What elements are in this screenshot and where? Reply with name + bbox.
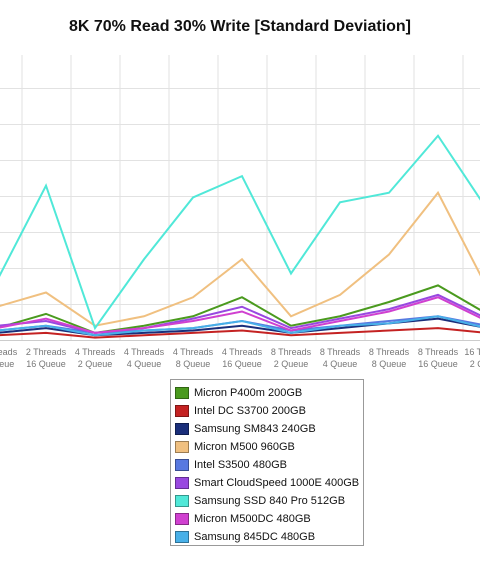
legend-label: Intel S3500 480GB xyxy=(194,459,287,471)
legend-item: Intel S3500 480GB xyxy=(175,456,363,474)
legend-swatch xyxy=(175,423,189,435)
legend-item: Micron M500 960GB xyxy=(175,438,363,456)
legend-label: Smart CloudSpeed 1000E 400GB xyxy=(194,477,360,489)
x-tick-label: 16 Queue xyxy=(418,359,458,369)
legend-label: Samsung SSD 840 Pro 512GB xyxy=(194,495,346,507)
legend-swatch xyxy=(175,477,189,489)
x-tick-label: 4 Threads xyxy=(222,347,263,357)
legend-label: Samsung SM843 240GB xyxy=(194,423,316,435)
x-tick-label: 8 Threads xyxy=(320,347,361,357)
x-tick-label: 2 Queue xyxy=(78,359,113,369)
legend-swatch xyxy=(175,405,189,417)
x-tick-label: 8 Threads xyxy=(271,347,312,357)
plot-area: 2 Threads 8 Queue 2 Threads 16 Queue 4 Threa… xyxy=(0,55,480,369)
legend-swatch xyxy=(175,495,189,507)
x-tick-label: 2 Threads xyxy=(26,347,67,357)
x-tick-label: 4 Queue xyxy=(323,359,358,369)
x-tick-label: 2 Queue xyxy=(470,359,480,369)
x-tick-label: 4 Threads xyxy=(75,347,116,357)
legend-swatch xyxy=(175,459,189,471)
x-tick-label: 8 Queue xyxy=(0,359,14,369)
legend: Micron P400m 200GB Intel DC S3700 200GB Sa… xyxy=(170,379,364,546)
legend-item: Samsung SM843 240GB xyxy=(175,420,363,438)
x-tick-label: 16 Threads xyxy=(464,347,480,357)
legend-label: Micron M500DC 480GB xyxy=(194,513,311,525)
x-tick-label: 8 Threads xyxy=(369,347,410,357)
x-tick-label: 2 Threads xyxy=(0,347,18,357)
x-tick-label: 8 Threads xyxy=(418,347,459,357)
legend-item: Smart CloudSpeed 1000E 400GB xyxy=(175,474,363,492)
legend-swatch xyxy=(175,441,189,453)
legend-label: Intel DC S3700 200GB xyxy=(194,405,306,417)
legend-swatch xyxy=(175,513,189,525)
legend-label: Samsung 845DC 480GB xyxy=(194,531,316,543)
legend-label: Micron P400m 200GB xyxy=(194,387,303,399)
legend-item: Micron M500DC 480GB xyxy=(175,510,363,528)
legend-item: Samsung 845DC 480GB xyxy=(175,528,363,546)
x-tick-label: 16 Queue xyxy=(222,359,262,369)
legend-item: Intel DC S3700 200GB xyxy=(175,402,363,420)
x-tick-label: 8 Queue xyxy=(176,359,211,369)
legend-item: Micron P400m 200GB xyxy=(175,384,363,402)
legend-item: Samsung SSD 840 Pro 512GB xyxy=(175,492,363,510)
x-tick-label: 8 Queue xyxy=(372,359,407,369)
x-tick-label: 4 Threads xyxy=(124,347,165,357)
legend-swatch xyxy=(175,387,189,399)
x-tick-label: 4 Threads xyxy=(173,347,214,357)
x-tick-label: 2 Queue xyxy=(274,359,309,369)
x-tick-label: 16 Queue xyxy=(26,359,66,369)
chart-title: 8K 70% Read 30% Write [Standard Deviatio… xyxy=(68,18,412,35)
legend-label: Micron M500 960GB xyxy=(194,441,295,453)
x-tick-label: 4 Queue xyxy=(127,359,162,369)
legend-swatch xyxy=(175,531,189,543)
